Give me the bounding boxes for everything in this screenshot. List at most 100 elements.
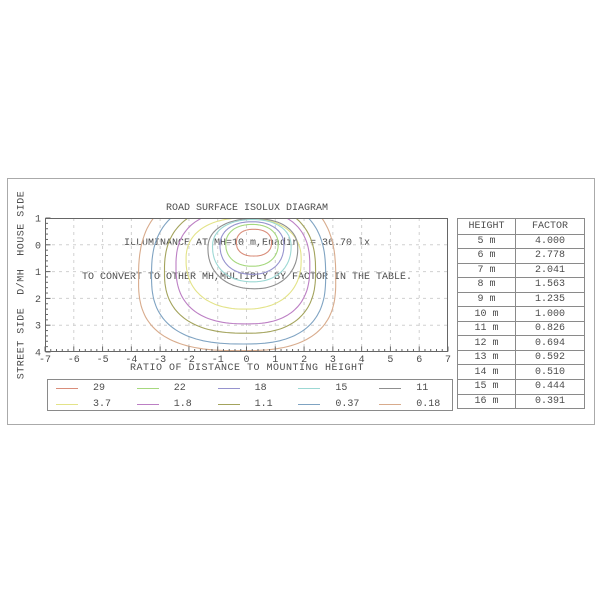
legend-value: 1.8 [173, 398, 192, 410]
contour-swatch [56, 387, 78, 389]
factor-cell: 0.444 [534, 381, 565, 393]
legend-entry: 22 [129, 383, 210, 394]
legend-entry: 0.18 [371, 399, 452, 410]
conversion-table: HEIGHT FACTOR 5 m 4.000 6 m 2.778 7 m 2.041 8 … [457, 218, 585, 410]
contour-swatch [136, 387, 159, 389]
contour-swatch [56, 403, 78, 405]
x-tick-label: -5 [97, 355, 109, 366]
x-tick-label: -4 [125, 355, 137, 366]
x-tick-label: -6 [68, 355, 80, 366]
legend-entry: 3.7 [48, 399, 129, 410]
height-cell: 14 m [458, 365, 516, 380]
x-tick-label: 0 [243, 355, 249, 366]
factor-cell: 2.778 [534, 250, 565, 262]
table-row: 15 m 0.444 [458, 379, 584, 394]
table-row: 10 m 1.000 [458, 306, 584, 321]
y-tick-label: 2 [35, 295, 41, 306]
table-row: 7 m 2.041 [458, 262, 584, 278]
legend-value: 3.7 [93, 398, 112, 410]
x-tick-label: -2 [183, 355, 195, 366]
factor-cell: 4.000 [534, 235, 565, 247]
contour-swatch [298, 403, 321, 405]
height-cell: 5 m [458, 234, 516, 249]
legend-entry: 18 [210, 383, 291, 394]
y-axis-label: STREET SIDE D/MH HOUSE SIDE [16, 190, 28, 380]
contour-legend: 29 22 18 15 11 3.7 1.8 1.1 0.37 0.18 [47, 379, 453, 411]
table-row: 12 m 0.694 [458, 335, 584, 350]
x-tick-label: 5 [387, 355, 393, 366]
legend-value: 0.18 [416, 398, 441, 410]
x-tick-label: 6 [416, 355, 422, 366]
factor-cell: 1.563 [534, 279, 565, 291]
contour-swatch [136, 403, 159, 405]
factor-cell: 1.000 [534, 308, 565, 320]
factor-cell: 0.510 [534, 366, 565, 378]
chart-note: TO CONVERT TO OTHER MH,MULTIPLY BY FACTO… [81, 272, 413, 283]
y-tick-label: 0 [35, 241, 41, 252]
table-row: 5 m 4.000 [458, 233, 584, 249]
report-frame [7, 178, 595, 425]
x-tick-label: 1 [272, 355, 278, 366]
legend-entry: 0.37 [290, 399, 371, 410]
x-tick-label: -7 [39, 355, 51, 366]
x-tick-label: 3 [330, 355, 336, 366]
x-axis-label: RATIO OF DISTANCE TO MOUNTING HEIGHT [129, 363, 365, 374]
height-cell: 7 m [458, 263, 516, 278]
legend-value: 15 [335, 382, 348, 394]
height-cell: 9 m [458, 292, 516, 307]
chart-subtitle: ILLUMINANCE AT MH=10 m,Enadir = 36.70 lx [123, 237, 371, 249]
isolux-contour-1.1 [163, 218, 317, 334]
contour-swatch [298, 387, 321, 389]
isolux-contour-15 [211, 219, 292, 283]
contour-swatch [217, 387, 240, 389]
contour-group [138, 218, 337, 352]
legend-value: 22 [173, 382, 186, 394]
factor-cell: 0.391 [534, 395, 565, 407]
table-header-height: HEIGHT [458, 219, 516, 234]
isolux-contour-0.37 [150, 218, 327, 345]
y-tick-label: 3 [35, 322, 41, 333]
factor-cell: 0.826 [534, 323, 565, 335]
factor-cell: 0.694 [534, 337, 565, 349]
x-tick-label: -1 [212, 355, 224, 366]
factor-cell: 0.592 [534, 352, 565, 364]
contour-swatch [379, 403, 402, 405]
factor-cell: 1.235 [534, 294, 565, 305]
table-row: 9 m 1.235 [458, 291, 584, 307]
height-cell: 12 m [458, 336, 516, 350]
table-row: 8 m 1.563 [458, 277, 584, 292]
factor-cell: 2.041 [534, 264, 565, 276]
isolux-contour-3.7 [185, 218, 302, 310]
isolux-contour-29 [235, 228, 273, 257]
chart-title: ROAD SURFACE ISOLUX DIAGRAM [165, 203, 329, 214]
table-row: 11 m 0.826 [458, 320, 584, 336]
legend-value: 0.37 [335, 398, 360, 410]
isolux-contour-18 [219, 221, 285, 275]
height-cell: 11 m [458, 321, 516, 336]
height-cell: 8 m [458, 278, 516, 292]
legend-entry: 29 [48, 383, 129, 394]
height-cell: 16 m [458, 394, 516, 409]
isolux-contour-22 [225, 223, 279, 267]
table-header-factor: FACTOR [531, 220, 568, 232]
y-tick-label: 1 [35, 268, 41, 279]
y-tick-label: 1 [35, 215, 41, 226]
table-row: 16 m 0.391 [458, 393, 584, 409]
isolux-contour-0.18 [138, 218, 337, 352]
contour-swatch [379, 387, 402, 389]
table-row: 6 m 2.778 [458, 248, 584, 263]
table-row: 13 m 0.592 [458, 349, 584, 365]
x-tick-label: -3 [154, 355, 166, 366]
table-header-row: HEIGHT FACTOR [458, 219, 584, 234]
legend-entry: 11 [371, 383, 452, 394]
legend-value: 11 [416, 382, 429, 394]
legend-value: 18 [254, 382, 267, 394]
contour-swatch [217, 403, 240, 405]
height-cell: 13 m [458, 350, 516, 365]
legend-entry: 1.1 [210, 399, 291, 410]
title-block: ROAD SURFACE ISOLUX DIAGRAM ILLUMINANCE … [45, 180, 449, 307]
height-cell: 15 m [458, 380, 516, 394]
legend-value: 1.1 [254, 398, 273, 410]
